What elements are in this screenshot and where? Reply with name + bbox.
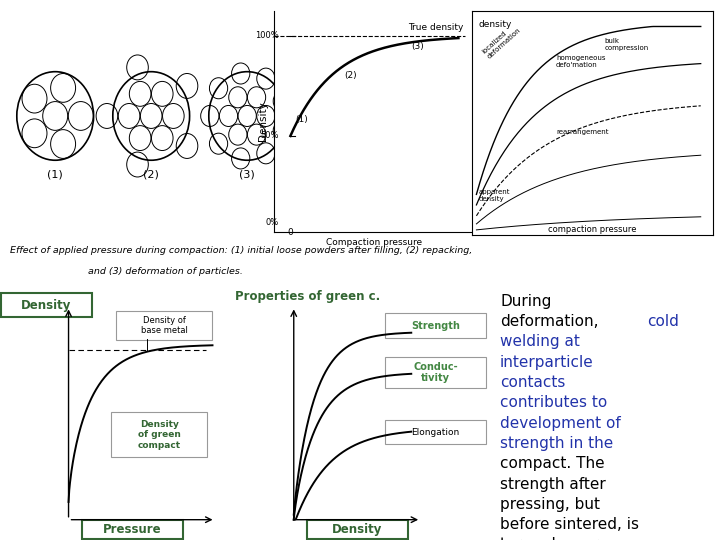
FancyBboxPatch shape	[111, 413, 207, 457]
Text: density: density	[479, 20, 512, 29]
Text: bulk
compression: bulk compression	[604, 38, 649, 51]
Text: welding at: welding at	[500, 334, 580, 349]
Text: (2): (2)	[344, 71, 357, 80]
FancyBboxPatch shape	[385, 313, 486, 338]
Text: 100%: 100%	[255, 31, 279, 40]
Text: localized
deformation: localized deformation	[481, 22, 521, 60]
Text: rearrangement: rearrangement	[556, 129, 608, 135]
FancyBboxPatch shape	[385, 420, 486, 444]
Text: deformation,: deformation,	[500, 314, 598, 329]
Text: Effect of applied pressure during compaction: (1) initial loose powders after fi: Effect of applied pressure during compac…	[10, 246, 472, 255]
Text: Density: Density	[332, 523, 382, 536]
Text: Density
of green
compact: Density of green compact	[138, 420, 181, 450]
Text: homogeneous
defo'mation: homogeneous defo'mation	[556, 55, 606, 68]
Y-axis label: Density: Density	[258, 102, 268, 141]
FancyBboxPatch shape	[307, 520, 408, 539]
Text: strength in the: strength in the	[500, 436, 613, 451]
Text: Properties of green c.: Properties of green c.	[235, 290, 380, 303]
Text: (1): (1)	[295, 116, 308, 124]
Text: compact. The: compact. The	[500, 456, 605, 471]
Text: compaction pressure: compaction pressure	[548, 225, 636, 233]
Text: interparticle: interparticle	[500, 355, 594, 370]
Text: termed as green: termed as green	[500, 537, 627, 540]
FancyBboxPatch shape	[385, 356, 486, 388]
Text: (1): (1)	[48, 170, 63, 180]
Text: Density of
base metal: Density of base metal	[140, 316, 187, 335]
Text: and (3) deformation of particles.: and (3) deformation of particles.	[88, 267, 243, 276]
Text: Pressure: Pressure	[103, 523, 161, 536]
Text: True density: True density	[408, 23, 464, 32]
Text: Strength: Strength	[411, 321, 460, 330]
Text: pressing, but: pressing, but	[500, 497, 600, 512]
FancyBboxPatch shape	[116, 311, 212, 340]
Text: Conduc-
tivity: Conduc- tivity	[413, 362, 458, 383]
Text: 0%: 0%	[266, 218, 279, 227]
Text: apparent
density: apparent density	[479, 190, 510, 202]
FancyBboxPatch shape	[1, 293, 92, 318]
X-axis label: Compaction pressure: Compaction pressure	[326, 238, 423, 247]
Text: before sintered, is: before sintered, is	[500, 517, 639, 532]
Text: strength after: strength after	[500, 477, 606, 491]
Text: development of: development of	[500, 416, 621, 430]
Text: contacts: contacts	[500, 375, 565, 390]
Text: cold: cold	[647, 314, 679, 329]
Text: During: During	[500, 294, 552, 309]
Text: Elongation: Elongation	[412, 428, 460, 437]
Text: (3): (3)	[411, 42, 424, 51]
Text: contributes to: contributes to	[500, 395, 607, 410]
Text: 0: 0	[287, 228, 293, 238]
Text: 50%: 50%	[260, 131, 279, 140]
Text: Density: Density	[22, 299, 72, 312]
Text: (2): (2)	[143, 170, 159, 180]
Text: (3): (3)	[239, 170, 255, 180]
FancyBboxPatch shape	[82, 520, 183, 539]
